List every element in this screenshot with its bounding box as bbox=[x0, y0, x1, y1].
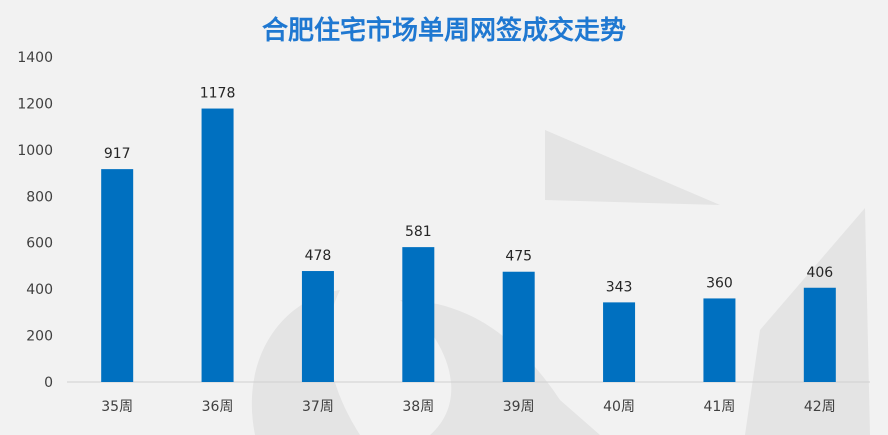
y-axis: 0 200 400 600 800 1000 1200 1400 bbox=[17, 50, 53, 391]
y-tick-label: 1200 bbox=[17, 96, 53, 112]
y-tick-label: 600 bbox=[26, 236, 53, 252]
chart-title: 合肥住宅市场单周网签成交走势 bbox=[262, 15, 626, 46]
bar-3 bbox=[402, 247, 435, 382]
x-tick-label-6: 41周 bbox=[704, 399, 736, 415]
data-label-7: 406 bbox=[806, 265, 833, 281]
data-label-0: 917 bbox=[104, 146, 131, 162]
bar-2 bbox=[301, 271, 334, 382]
x-tick-label-0: 35周 bbox=[101, 399, 133, 415]
bar-1 bbox=[201, 108, 234, 383]
bar-5 bbox=[603, 302, 636, 382]
data-label-4: 475 bbox=[505, 249, 532, 265]
y-tick-label: 0 bbox=[44, 375, 53, 391]
y-tick-label: 800 bbox=[26, 189, 53, 205]
y-tick-label: 400 bbox=[26, 282, 53, 298]
x-tick-label-3: 38周 bbox=[402, 399, 434, 415]
data-label-6: 360 bbox=[706, 275, 733, 291]
watermark-logo bbox=[251, 130, 870, 435]
x-tick-label-5: 40周 bbox=[603, 399, 635, 415]
x-tick-label-4: 39周 bbox=[503, 399, 535, 415]
data-label-2: 478 bbox=[305, 248, 332, 264]
data-labels: 917 1178 478 581 475 343 360 406 bbox=[104, 86, 833, 296]
y-tick-label: 1400 bbox=[17, 50, 53, 66]
x-axis: 35周 36周 37周 38周 39周 40周 41周 42周 bbox=[101, 399, 835, 415]
bar-0 bbox=[101, 169, 134, 382]
data-label-5: 343 bbox=[606, 279, 633, 295]
y-tick-label: 200 bbox=[26, 329, 53, 345]
x-tick-label-7: 42周 bbox=[804, 399, 836, 415]
bar-6 bbox=[703, 298, 736, 382]
x-tick-label-1: 36周 bbox=[202, 399, 234, 415]
x-tick-label-2: 37周 bbox=[302, 399, 334, 415]
data-label-3: 581 bbox=[405, 224, 432, 240]
bar-4 bbox=[502, 271, 535, 382]
y-tick-label: 1000 bbox=[17, 143, 53, 159]
data-label-1: 1178 bbox=[200, 86, 236, 102]
bar-7 bbox=[803, 287, 836, 382]
bars bbox=[101, 108, 836, 383]
